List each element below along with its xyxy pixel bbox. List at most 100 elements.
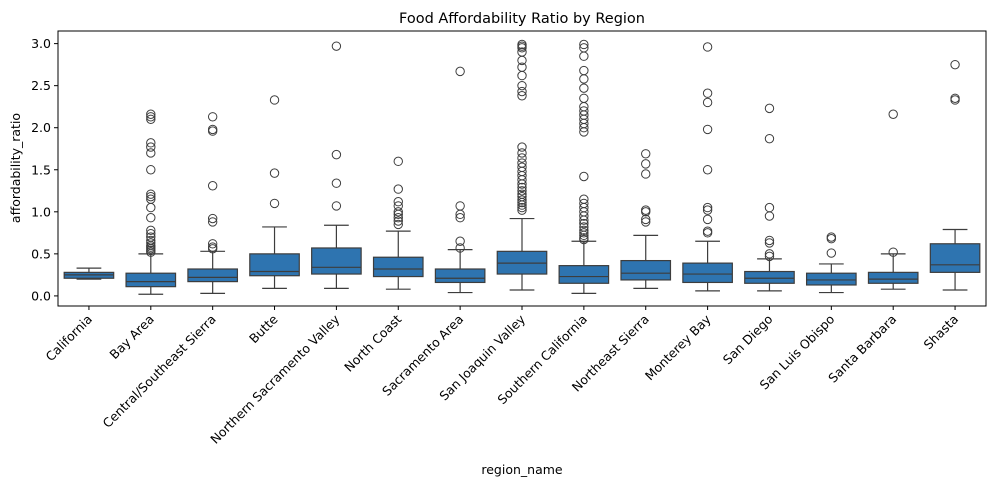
outlier-point xyxy=(764,238,775,248)
outlier-point xyxy=(393,219,403,230)
x-tick-label: Shasta xyxy=(920,312,961,353)
box-group xyxy=(620,149,672,289)
outlier-point xyxy=(702,42,713,52)
iqr-box xyxy=(311,247,362,275)
outlier-point xyxy=(455,243,465,253)
outlier-point xyxy=(579,39,589,50)
outlier-point xyxy=(579,51,589,61)
outlier-point xyxy=(517,153,527,163)
outlier-point xyxy=(517,148,527,158)
outlier-point xyxy=(517,70,527,81)
y-tick-label: 2.5 xyxy=(31,78,51,93)
outlier-point xyxy=(641,169,651,179)
outlier-point xyxy=(393,201,403,211)
outlier-point xyxy=(146,114,156,125)
outlier-point xyxy=(517,91,527,101)
outlier-point xyxy=(517,162,527,172)
outlier-point xyxy=(393,216,403,226)
outlier-point xyxy=(579,65,589,76)
box-group xyxy=(311,41,362,289)
outlier-point xyxy=(517,182,527,193)
iqr-box xyxy=(805,272,857,286)
outlier-point xyxy=(393,207,403,217)
plot-area xyxy=(63,39,981,295)
box-group xyxy=(249,95,300,289)
iqr-box xyxy=(125,272,177,288)
outlier-point xyxy=(579,171,589,182)
x-axis-title: region_name xyxy=(481,462,563,477)
outlier-point xyxy=(146,232,156,242)
outlier-point xyxy=(517,142,527,152)
outlier-point xyxy=(517,62,527,72)
iqr-box xyxy=(744,270,795,284)
outlier-point xyxy=(146,138,156,148)
box-group xyxy=(867,109,919,290)
x-tick-label: Monterey Bay xyxy=(642,311,714,383)
outlier-point xyxy=(579,222,589,232)
outlier-point xyxy=(950,59,960,70)
outlier-point xyxy=(517,195,527,205)
x-tick-label: Central/Southeast Sierra xyxy=(100,312,219,431)
outlier-point xyxy=(579,228,589,238)
outlier-point xyxy=(517,39,527,50)
iqr-box xyxy=(434,268,486,284)
outlier-point xyxy=(146,191,156,202)
box-group xyxy=(929,59,981,291)
x-tick-label: Bay Area xyxy=(106,312,156,362)
x-tick-label: California xyxy=(42,312,95,365)
y-tick-label: 0.5 xyxy=(31,246,51,261)
y-axis: 0.0 0.5 1.0 1.5 2.0 2.5 3.0 xyxy=(31,36,58,303)
outlier-point xyxy=(702,88,713,98)
box-group xyxy=(125,109,177,295)
box-group xyxy=(434,66,486,294)
outlier-point xyxy=(826,248,837,258)
outlier-point xyxy=(517,186,527,196)
outlier-point xyxy=(455,236,465,246)
x-tick-label: North Coast xyxy=(341,311,404,374)
outlier-point xyxy=(826,232,837,242)
outlier-point xyxy=(888,109,898,119)
x-tick-label: Butte xyxy=(246,311,281,346)
outlier-point xyxy=(393,212,403,223)
outlier-point xyxy=(579,225,589,236)
outlier-point xyxy=(764,251,775,262)
y-axis-title: affordability_ratio xyxy=(8,113,23,223)
outlier-point xyxy=(579,198,589,209)
outlier-point xyxy=(702,226,713,236)
outlier-point xyxy=(146,194,156,204)
x-tick-label: Northern Sacramento Valley xyxy=(207,311,343,447)
outlier-point xyxy=(579,218,589,229)
outlier-point xyxy=(146,189,156,199)
outlier-point xyxy=(207,239,218,249)
y-tick-label: 1.0 xyxy=(31,204,51,219)
outlier-point xyxy=(146,228,156,239)
outlier-point xyxy=(207,112,218,122)
outlier-point xyxy=(207,181,218,191)
outlier-point xyxy=(146,142,156,152)
outlier-point xyxy=(393,184,403,194)
outlier-point xyxy=(702,205,713,215)
outlier-point xyxy=(517,80,527,91)
box-group xyxy=(682,42,733,292)
outlier-point xyxy=(950,93,960,103)
chart-title: Food Affordability Ratio by Region xyxy=(399,11,645,27)
outlier-point xyxy=(393,197,403,207)
box-group xyxy=(187,112,239,294)
y-tick-label: 2.0 xyxy=(31,120,51,135)
outlier-point xyxy=(269,168,280,178)
outlier-point xyxy=(764,103,775,114)
iqr-box xyxy=(929,243,981,273)
box-group xyxy=(744,103,795,292)
outlier-point xyxy=(455,201,465,211)
x-tick-label: San Diego xyxy=(720,312,776,368)
box-group xyxy=(805,232,857,294)
outlier-point xyxy=(579,106,589,116)
outlier-point xyxy=(517,189,527,199)
iqr-box xyxy=(867,271,919,284)
outlier-point xyxy=(579,194,589,204)
box-group xyxy=(63,267,115,280)
outlier-point xyxy=(146,235,156,246)
outlier-point xyxy=(702,97,713,108)
outlier-point xyxy=(702,202,713,213)
